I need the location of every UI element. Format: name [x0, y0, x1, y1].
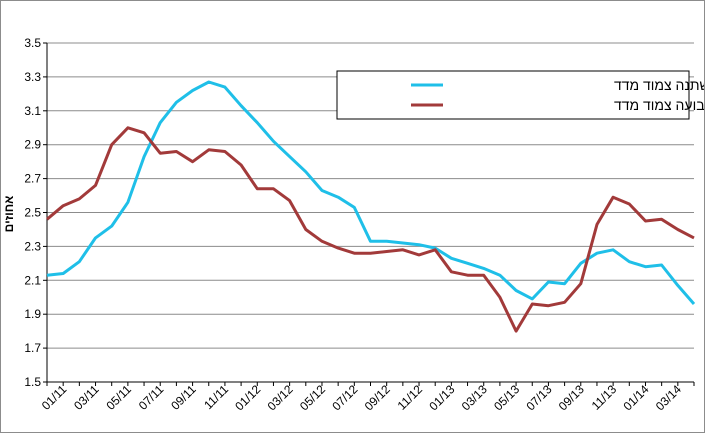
y-tick-label: 2.9	[24, 138, 41, 152]
y-tick-labels: 1.5 1.7 1.9 2.1 2.3 2.5 2.7 2.9 3.1 3.3 3.5	[24, 36, 41, 389]
x-tick-label: 05/11	[103, 382, 134, 413]
y-tick-label: 2.7	[24, 172, 41, 186]
x-tick-label: 07/12	[329, 382, 360, 413]
y-tick-label: 1.5	[24, 375, 41, 389]
x-tick-label: 05/12	[297, 382, 328, 413]
x-tick-label: 01/14	[620, 382, 651, 413]
y-tick-label: 2.5	[24, 206, 41, 220]
x-tick-label: 09/11	[168, 382, 199, 413]
y-tick-label: 1.7	[24, 341, 41, 355]
x-tick-label: 03/14	[653, 382, 684, 413]
x-tick-label: 11/12	[395, 382, 426, 413]
x-tick-label: 07/13	[523, 382, 554, 413]
legend-box	[336, 70, 690, 120]
x-tick-label: 05/13	[491, 382, 522, 413]
axes	[43, 42, 695, 386]
legend: סך ריבית משתנה צמוד מדד ריבית קבועה צמוד…	[336, 70, 704, 120]
series-line-1	[46, 126, 695, 333]
y-axis-label: אחוזים	[2, 196, 16, 233]
x-tick-label: 11/11	[201, 382, 231, 412]
legend-label-fixed: ריבית קבועה צמוד מדד	[614, 97, 704, 113]
x-tick-label: 01/13	[426, 382, 457, 413]
y-tick-label: 3.5	[24, 36, 41, 50]
y-tick-label: 2.1	[24, 273, 41, 287]
x-tick-labels: 01/11 03/11 05/11 07/11 09/11 11/11 01/12 03/12…	[39, 382, 684, 413]
x-tick-label: 09/13	[556, 382, 587, 413]
x-tick-label: 09/12	[362, 382, 393, 413]
y-tick-label: 3.3	[24, 70, 41, 84]
x-tick-label: 03/13	[459, 382, 490, 413]
x-tick-label: 01/12	[232, 382, 263, 413]
legend-label-variable: סך ריבית משתנה צמוד מדד	[614, 77, 704, 93]
x-tick-label: 03/12	[265, 382, 296, 413]
x-tick-label: 03/11	[71, 382, 102, 413]
x-tick-label: 01/11	[39, 382, 70, 413]
y-tick-label: 1.9	[24, 307, 41, 321]
y-tick-label: 2.3	[24, 239, 41, 253]
x-tick-label: 07/11	[136, 382, 167, 413]
y-tick-label: 3.1	[24, 104, 41, 118]
series-lines	[46, 80, 696, 333]
x-tick-label: 11/13	[589, 382, 620, 413]
